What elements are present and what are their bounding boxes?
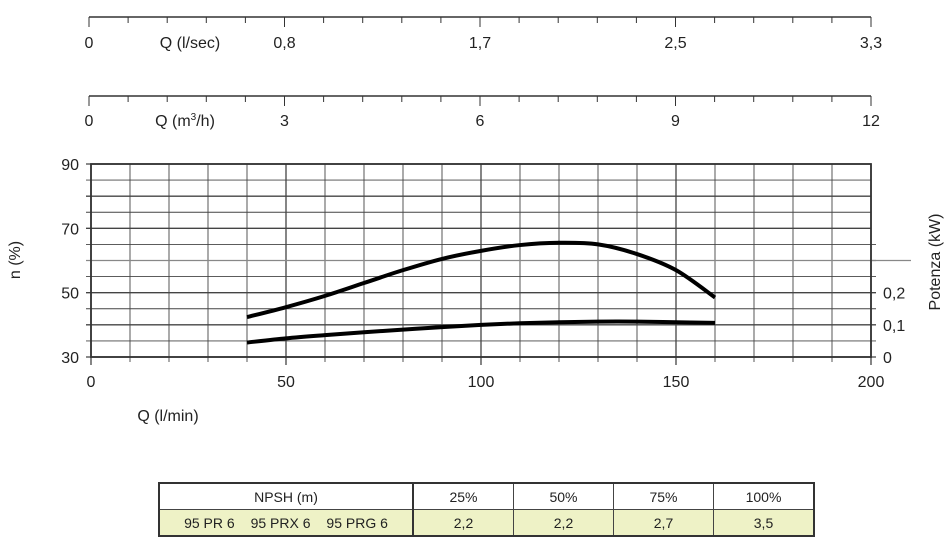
npsh-value: 2,2 <box>513 509 614 537</box>
top-axis-tick-label: 6 <box>476 113 485 130</box>
col-50: 50% <box>513 482 614 510</box>
npsh-value: 2,2 <box>412 509 514 537</box>
top-axis-tick-label: 12 <box>862 113 880 130</box>
y2-axis-label: Potenza (kW) <box>927 214 944 311</box>
x-tick-label: 100 <box>468 374 495 391</box>
top-axis-tick-label: 0 <box>85 113 94 130</box>
power-curve <box>246 319 716 345</box>
col-75: 75% <box>613 482 714 510</box>
top-axis-tick-label: 3,3 <box>860 35 882 52</box>
top-axis-tick-label: 3 <box>280 113 289 130</box>
top-axis-tick-label: 2,5 <box>664 35 686 52</box>
top-axis-tick-label: 1,7 <box>469 35 491 52</box>
x-tick-label: 50 <box>277 374 295 391</box>
npsh-value: 3,5 <box>713 509 815 537</box>
x-tick-label: 150 <box>663 374 690 391</box>
pump-performance-chart: 0 0,8 1,7 2,5 3,3 Q (l/sec) 0 3 6 9 12 Q (m3/h) 0 50 1… <box>7 16 944 425</box>
top-axis-label: Q (m3/h) <box>155 112 215 130</box>
plot-frame <box>90 163 872 358</box>
y-axis-label: n (%) <box>7 241 24 279</box>
y-tick-label: 50 <box>61 286 79 303</box>
y2-tick-label: 0,2 <box>883 286 905 303</box>
y-tick-label: 30 <box>61 350 79 367</box>
model-name: 95 PRG 6 <box>326 514 388 531</box>
x-axis-label: Q (l/min) <box>137 408 198 425</box>
x-tick-label: 0 <box>87 374 96 391</box>
top-axis-tick-label: 0 <box>85 35 94 52</box>
top-axis-label: Q (l/sec) <box>160 35 220 52</box>
y2-tick-label: 0,1 <box>883 318 905 335</box>
npsh-value: 2,7 <box>613 509 714 537</box>
npsh-values-row: 95 PR 6 95 PRX 6 95 PRG 6 2,2 2,2 2,7 3,… <box>158 509 815 537</box>
y2-tick-label: 0 <box>883 350 892 367</box>
top-axis-tick-label: 9 <box>671 113 680 130</box>
col-100: 100% <box>713 482 815 510</box>
y-tick-label: 70 <box>61 221 79 238</box>
npsh-header: NPSH (m) <box>158 482 414 510</box>
models-cell: 95 PR 6 95 PRX 6 95 PRG 6 <box>158 509 414 537</box>
npsh-header-row: NPSH (m) 25% 50% 75% 100% <box>158 482 815 510</box>
x-tick-label: 200 <box>858 374 885 391</box>
col-25: 25% <box>412 482 514 510</box>
npsh-table: NPSH (m) 25% 50% 75% 100% 95 PR 6 95 PRX… <box>158 482 815 537</box>
model-name: 95 PRX 6 <box>250 514 311 531</box>
efficiency-curve <box>246 240 717 320</box>
top-axis-tick-label: 0,8 <box>273 35 295 52</box>
model-name: 95 PR 6 <box>184 514 235 531</box>
y-tick-label: 90 <box>61 157 79 174</box>
